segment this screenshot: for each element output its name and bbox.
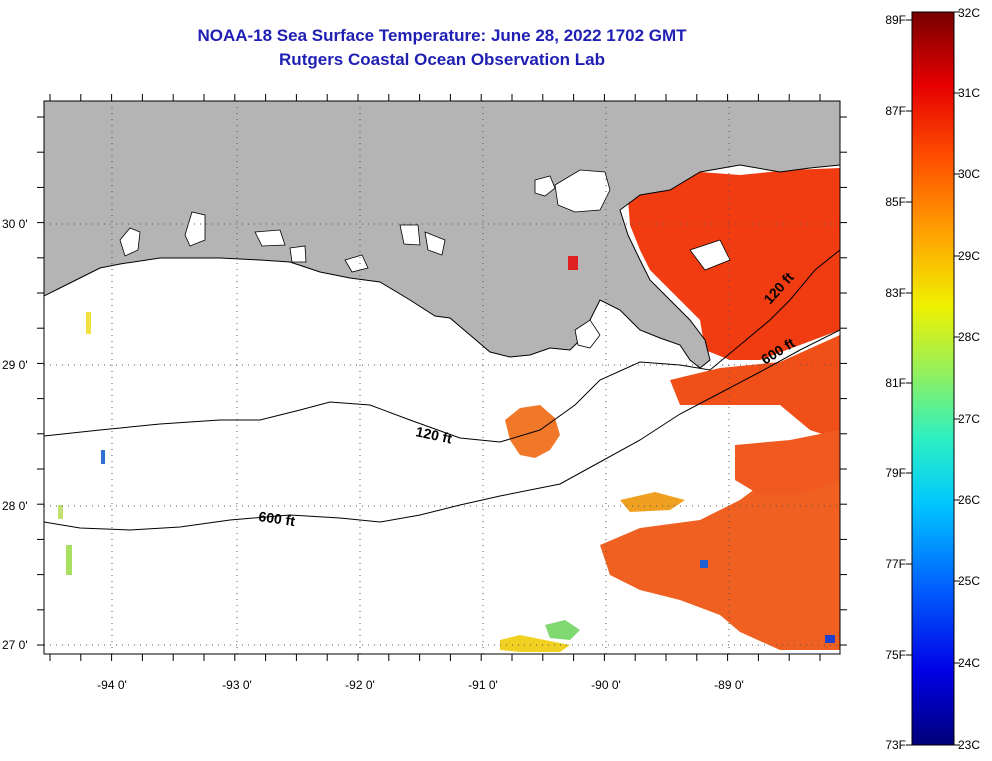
cb-c-23: 23C xyxy=(958,738,980,752)
sst-patch-fringe xyxy=(620,492,685,512)
lon-label-94: -94 0' xyxy=(97,678,127,692)
bathymetry-contours xyxy=(44,249,840,531)
sst-speck-east2 xyxy=(700,560,708,568)
lon-label-90: -90 0' xyxy=(591,678,621,692)
sst-patch-southeast xyxy=(600,450,840,650)
contour-label-600ft-west: 600 ft xyxy=(258,508,297,529)
lon-label-89: -89 0' xyxy=(714,678,744,692)
cb-f-87: 87F xyxy=(885,104,906,118)
lon-label-92: -92 0' xyxy=(345,678,375,692)
cb-f-75: 75F xyxy=(885,648,906,662)
hot-spot-lake xyxy=(568,256,578,270)
sst-patch-east-coast xyxy=(628,168,840,360)
lat-label-27: 27 0' xyxy=(2,638,28,652)
cb-c-24: 24C xyxy=(958,656,980,670)
cb-f-89: 89F xyxy=(885,13,906,27)
longitude-labels: -94 0' -93 0' -92 0' -91 0' -90 0' -89 0… xyxy=(97,678,744,692)
sst-data-layer xyxy=(58,168,840,652)
map-title: NOAA-18 Sea Surface Temperature: June 28… xyxy=(197,26,687,45)
cb-c-31: 31C xyxy=(958,86,980,100)
contour-label-120ft-mid: 120 ft xyxy=(414,423,453,446)
sst-patch-mid xyxy=(505,405,560,458)
cb-c-27: 27C xyxy=(958,412,980,426)
contour-600ft xyxy=(44,329,840,531)
sst-patch-south2 xyxy=(545,620,580,640)
colorbar-ticks xyxy=(906,11,960,746)
sst-speck-west3 xyxy=(66,545,72,575)
sst-speck-west xyxy=(86,312,91,334)
colorbar-celsius-labels: 32C 31C 30C 29C 28C 27C 26C 25C 24C 23C xyxy=(958,6,980,752)
cb-c-30: 30C xyxy=(958,167,980,181)
cb-f-79: 79F xyxy=(885,466,906,480)
latitude-labels: 30 0' 29 0' 28 0' 27 0' xyxy=(2,217,28,652)
lon-label-93: -93 0' xyxy=(222,678,252,692)
cb-c-26: 26C xyxy=(958,493,980,507)
cb-c-25: 25C xyxy=(958,574,980,588)
map-subtitle: Rutgers Coastal Ocean Observation Lab xyxy=(279,50,605,69)
sst-speck-west4 xyxy=(58,505,63,519)
cb-f-83: 83F xyxy=(885,286,906,300)
sst-patch-delta xyxy=(670,335,840,440)
cb-f-73: 73F xyxy=(885,738,906,752)
sst-speck-west2 xyxy=(101,450,105,464)
map-border xyxy=(43,100,841,655)
colorbar-fahrenheit-labels: 89F 87F 85F 83F 81F 79F 77F 75F 73F xyxy=(885,13,906,752)
cb-c-32: 32C xyxy=(958,6,980,20)
inland-lakes xyxy=(119,169,731,349)
sst-speck-east xyxy=(825,635,835,643)
axis-ticks xyxy=(37,94,847,661)
lat-label-28: 28 0' xyxy=(2,499,28,513)
cb-c-29: 29C xyxy=(958,249,980,263)
lat-label-30: 30 0' xyxy=(2,217,28,231)
cb-c-28: 28C xyxy=(958,330,980,344)
cb-f-85: 85F xyxy=(885,195,906,209)
lat-label-29: 29 0' xyxy=(2,358,28,372)
sst-patch-east-band xyxy=(735,430,840,495)
cb-f-81: 81F xyxy=(885,376,906,390)
sst-patch-south xyxy=(500,635,570,652)
contour-120ft xyxy=(44,249,840,443)
cb-f-77: 77F xyxy=(885,557,906,571)
colorbar xyxy=(911,11,955,746)
lon-label-91: -91 0' xyxy=(468,678,498,692)
